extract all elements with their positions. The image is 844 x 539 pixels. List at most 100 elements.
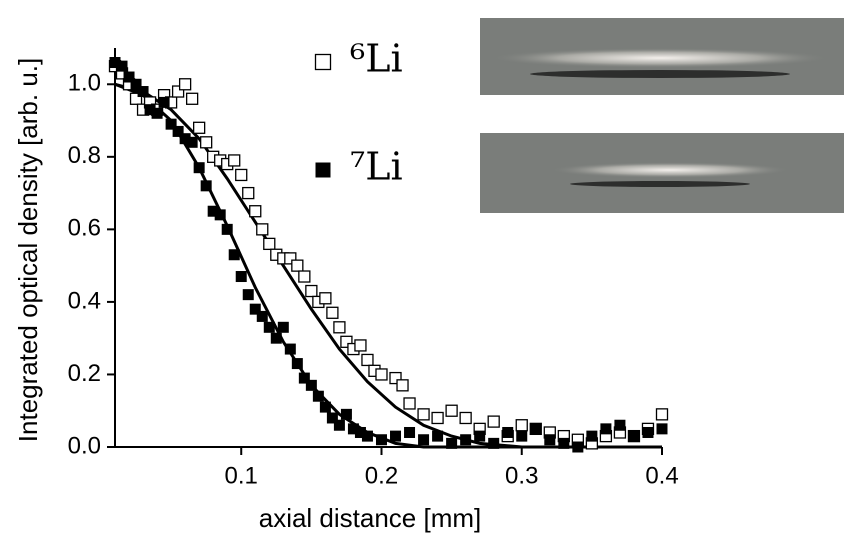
y-tick-label: 0.6 bbox=[68, 215, 101, 242]
point bbox=[600, 423, 612, 435]
y-tick-label: 0.4 bbox=[68, 287, 101, 314]
y-tick-label: 0.2 bbox=[68, 360, 101, 387]
point bbox=[207, 205, 219, 217]
point bbox=[431, 411, 444, 425]
point bbox=[628, 430, 640, 442]
point bbox=[228, 154, 241, 167]
point bbox=[375, 368, 388, 381]
point bbox=[354, 426, 366, 438]
point bbox=[249, 205, 262, 218]
point bbox=[642, 426, 654, 438]
point bbox=[656, 423, 668, 435]
point bbox=[375, 434, 387, 446]
point bbox=[361, 430, 373, 442]
point bbox=[558, 437, 570, 449]
point bbox=[185, 92, 199, 105]
point bbox=[488, 437, 500, 449]
point bbox=[319, 292, 332, 305]
point bbox=[530, 423, 542, 435]
point bbox=[544, 434, 556, 446]
point bbox=[235, 271, 247, 283]
point bbox=[474, 430, 486, 442]
y-tick-label: 0.0 bbox=[68, 432, 101, 459]
point bbox=[144, 104, 156, 116]
point bbox=[242, 289, 254, 301]
point bbox=[263, 321, 275, 333]
point bbox=[193, 162, 205, 174]
point bbox=[446, 437, 458, 449]
x-tick-label: 0.1 bbox=[225, 462, 258, 489]
point bbox=[179, 133, 191, 145]
point bbox=[326, 412, 338, 424]
point bbox=[516, 430, 528, 442]
point bbox=[432, 430, 444, 442]
point bbox=[256, 310, 268, 322]
point bbox=[333, 419, 345, 431]
legend-label: ⁷Li bbox=[350, 145, 403, 189]
point bbox=[340, 408, 352, 420]
point bbox=[228, 249, 240, 261]
y-tick-label: 1.0 bbox=[68, 70, 101, 97]
legend-label: ⁶Li bbox=[350, 37, 403, 81]
x-axis-label: axial distance [mm] bbox=[259, 503, 482, 533]
point bbox=[390, 430, 402, 442]
point bbox=[263, 237, 276, 251]
point bbox=[305, 284, 318, 298]
point bbox=[284, 252, 297, 265]
y-tick-label: 0.8 bbox=[68, 142, 101, 169]
point bbox=[655, 408, 669, 421]
point bbox=[319, 401, 331, 413]
point bbox=[242, 186, 255, 200]
point bbox=[326, 306, 339, 319]
point bbox=[277, 321, 289, 333]
point bbox=[572, 441, 584, 453]
point bbox=[404, 426, 416, 438]
point bbox=[193, 121, 206, 134]
point bbox=[235, 168, 248, 182]
point bbox=[158, 96, 170, 108]
point bbox=[129, 92, 143, 105]
point bbox=[270, 332, 282, 344]
point bbox=[354, 339, 367, 352]
point bbox=[178, 78, 192, 91]
point bbox=[417, 408, 430, 421]
point bbox=[396, 379, 409, 392]
point bbox=[284, 343, 296, 355]
point bbox=[418, 434, 430, 446]
point bbox=[165, 118, 177, 130]
point bbox=[347, 423, 359, 435]
legend-marker bbox=[315, 162, 331, 178]
point bbox=[403, 397, 416, 410]
point bbox=[515, 419, 528, 432]
point bbox=[109, 57, 121, 69]
point bbox=[361, 353, 374, 367]
inset-image bbox=[480, 133, 844, 213]
point bbox=[614, 419, 626, 431]
point bbox=[130, 78, 142, 90]
point bbox=[445, 404, 458, 417]
y-axis-label: Integrated optical density [arb. u.] bbox=[13, 58, 43, 442]
point bbox=[249, 303, 261, 315]
point bbox=[298, 270, 311, 283]
point bbox=[291, 358, 303, 370]
point bbox=[200, 180, 212, 192]
point bbox=[460, 434, 472, 446]
point bbox=[123, 71, 135, 83]
legend-marker bbox=[314, 53, 332, 71]
point bbox=[221, 223, 233, 235]
point bbox=[151, 107, 163, 119]
point bbox=[487, 415, 500, 428]
point bbox=[333, 321, 346, 334]
point bbox=[340, 335, 353, 348]
point bbox=[291, 259, 304, 272]
point bbox=[186, 136, 198, 148]
inset-image bbox=[480, 18, 844, 95]
x-tick-label: 0.4 bbox=[645, 462, 678, 489]
point bbox=[586, 430, 598, 442]
point bbox=[137, 86, 149, 98]
point bbox=[389, 371, 402, 385]
x-tick-label: 0.2 bbox=[365, 462, 398, 489]
point bbox=[172, 125, 184, 137]
